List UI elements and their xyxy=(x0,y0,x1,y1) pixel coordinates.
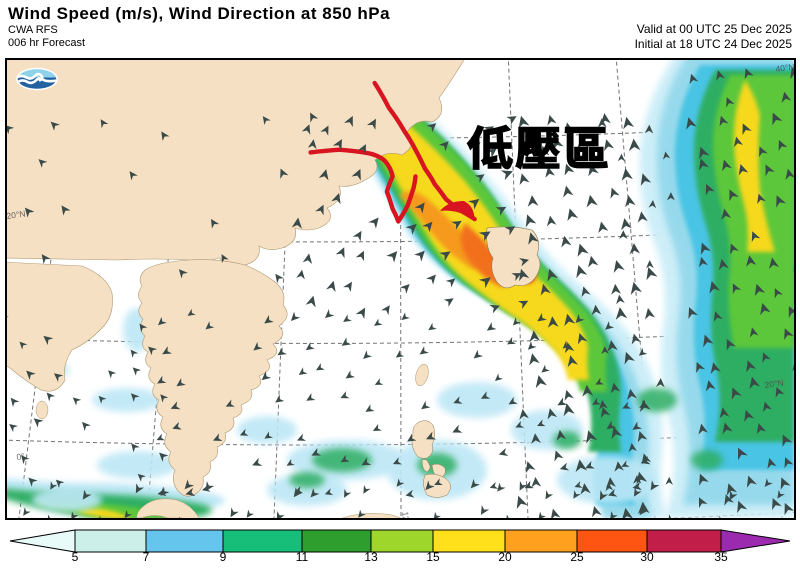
svg-text:低壓區: 低壓區 xyxy=(467,113,611,179)
svg-text:0°: 0° xyxy=(16,451,25,462)
